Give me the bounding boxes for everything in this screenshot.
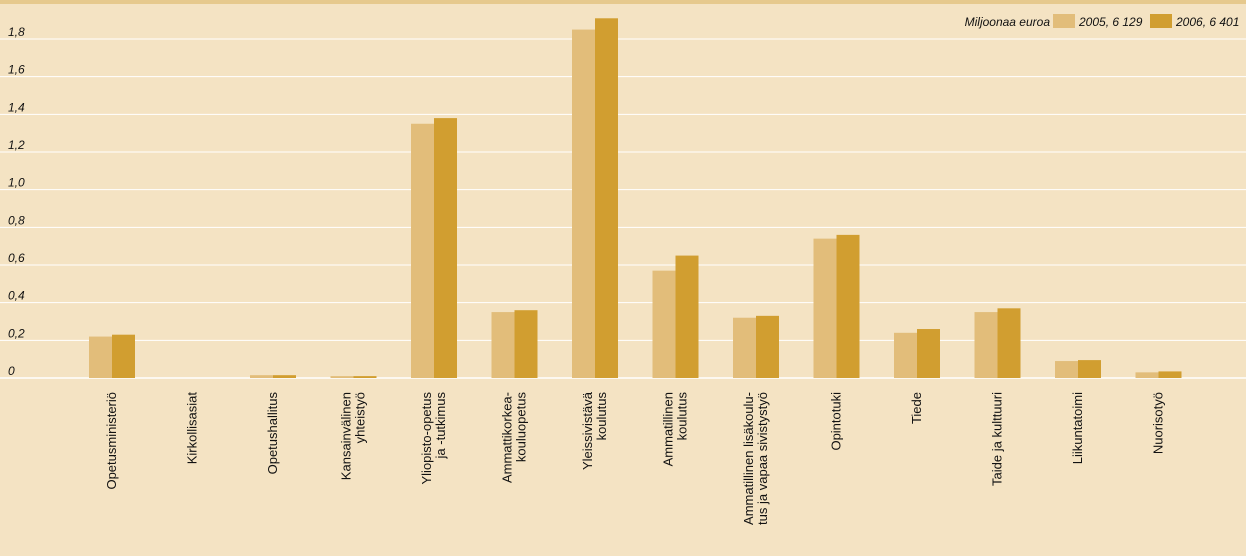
legend-swatch (1053, 14, 1075, 28)
bar-2006[interactable] (836, 234, 860, 378)
category-label: Yleissivistävä (580, 391, 595, 470)
bar-2006[interactable] (112, 334, 135, 378)
top-rule (0, 0, 1246, 4)
unit-label: Miljoonaa euroa (965, 15, 1051, 29)
category-label: tus ja vapaa sivistystyö (755, 392, 770, 525)
category-label: Opetushallitus (265, 392, 280, 475)
bar-2006[interactable] (997, 308, 1021, 378)
bar-2005[interactable] (572, 29, 595, 378)
legend-label: 2006, 6 401 (1175, 15, 1239, 29)
bar-2006[interactable] (675, 255, 699, 378)
bar-2005[interactable] (894, 332, 917, 378)
legend-swatch (1150, 14, 1172, 28)
category-label: Opetusministeriö (104, 392, 119, 490)
category-label: Kirkollisasiat (185, 392, 200, 465)
category-label: koulutus (675, 392, 690, 441)
y-tick-label: 1,6 (8, 63, 25, 77)
bar-2005[interactable] (89, 336, 112, 378)
bar-2005[interactable] (652, 270, 676, 378)
category-label: koulutus (594, 392, 609, 441)
category-label: Ammatillinen lisäkoulu- (741, 392, 756, 525)
bar-2006[interactable] (1158, 371, 1182, 378)
bar-2006[interactable] (595, 18, 618, 379)
bar-2005[interactable] (250, 375, 273, 378)
bar-2005[interactable] (491, 312, 515, 378)
y-tick-label: 1,4 (8, 100, 25, 114)
category-label: kouluopetus (514, 392, 529, 463)
bar-2005[interactable] (813, 238, 837, 378)
bar-2005[interactable] (330, 376, 354, 378)
category-label: Nuorisotyö (1151, 392, 1166, 454)
bar-2006[interactable] (514, 310, 538, 378)
category-label: Tiede (909, 392, 924, 424)
y-tick-label: 0,8 (8, 213, 25, 227)
y-tick-label: 0,4 (8, 289, 25, 303)
category-label: Ammattikorkea- (500, 392, 515, 483)
category-label: ja -tutkimus (433, 392, 448, 460)
y-tick-label: 1,0 (8, 176, 25, 190)
bar-2005[interactable] (733, 317, 756, 378)
category-label: Liikuntatoimi (1070, 392, 1085, 464)
y-tick-label: 1,2 (8, 138, 25, 152)
bar-2005[interactable] (1055, 361, 1078, 378)
y-tick-label: 0 (8, 364, 15, 378)
bar-2005[interactable] (974, 312, 998, 378)
category-label: Taide ja kulttuuri (990, 392, 1005, 486)
bar-2006[interactable] (756, 315, 779, 378)
category-label: Ammatillinen (661, 392, 676, 466)
category-label: yhteistyö (353, 392, 368, 443)
y-tick-label: 1,8 (8, 25, 25, 39)
bar-2005[interactable] (411, 123, 434, 378)
category-label: Kansainvälinen (339, 392, 354, 480)
bar-2006[interactable] (273, 375, 296, 378)
category-label: Yliopisto-opetus (419, 392, 434, 485)
bar-2005[interactable] (1135, 372, 1159, 378)
bar-2006[interactable] (353, 376, 377, 378)
y-tick-label: 0,6 (8, 251, 25, 265)
bar-2006[interactable] (1078, 360, 1101, 378)
bar-2006[interactable] (917, 329, 940, 378)
y-tick-label: 0,2 (8, 326, 25, 340)
bar-2006[interactable] (434, 118, 457, 378)
category-label: Opintotuki (829, 392, 844, 451)
legend-label: 2005, 6 129 (1078, 15, 1143, 29)
